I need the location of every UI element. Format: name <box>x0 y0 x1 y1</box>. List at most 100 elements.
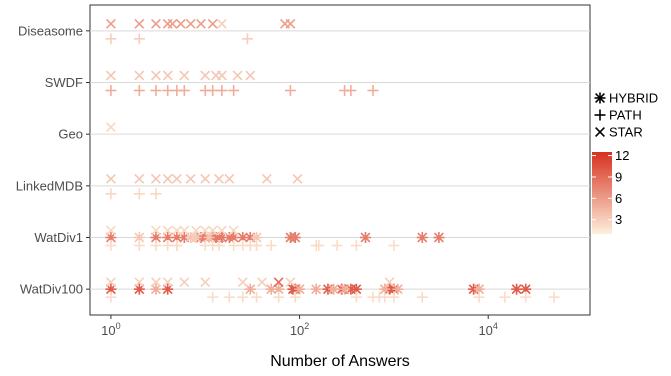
data-point <box>285 18 296 29</box>
data-point <box>105 173 116 184</box>
data-point <box>331 240 343 251</box>
data-point <box>328 283 340 295</box>
x-tick-label: 102 <box>290 321 309 338</box>
y-tick-label: LinkedMDB <box>16 178 83 193</box>
data-point <box>105 85 117 96</box>
data-point <box>548 291 560 303</box>
data-point <box>105 277 116 288</box>
data-point <box>241 33 253 45</box>
data-point <box>473 291 485 303</box>
data-point <box>416 291 428 303</box>
y-tick-label: WatDiv100 <box>20 282 83 297</box>
data-point <box>162 225 173 236</box>
colorbar-label: 3 <box>615 212 622 227</box>
data-point <box>251 240 263 251</box>
data-point <box>134 277 145 288</box>
data-point <box>294 283 306 295</box>
data-point <box>162 283 174 295</box>
color-legend: 12 9 6 3 <box>592 148 629 234</box>
data-point <box>178 85 190 96</box>
data-point <box>105 122 116 133</box>
data-point <box>433 232 445 243</box>
legend-entry-star: STAR <box>609 125 643 140</box>
data-point <box>105 225 116 236</box>
data-point <box>228 85 240 96</box>
data-point <box>150 277 161 288</box>
legend-entry-path: PATH <box>609 108 642 123</box>
data-point <box>499 291 511 303</box>
data-point <box>216 225 227 236</box>
data-point <box>216 232 228 243</box>
data-point <box>392 283 404 295</box>
data-point <box>416 232 428 243</box>
data-point <box>350 240 362 251</box>
data-point <box>339 283 351 295</box>
data-point <box>171 225 182 236</box>
data-point <box>207 18 218 29</box>
data-point <box>251 232 263 243</box>
data-point <box>150 225 161 236</box>
data-point <box>388 240 400 251</box>
data-point <box>310 283 322 295</box>
data-point <box>261 173 272 184</box>
data-point <box>214 173 224 184</box>
x-axis-title: Number of Answers <box>270 353 410 370</box>
data-point <box>292 173 303 184</box>
data-point <box>594 109 606 121</box>
data-point <box>224 173 235 184</box>
data-point <box>133 85 145 96</box>
colorbar <box>592 152 612 234</box>
data-point <box>313 240 325 251</box>
data-point <box>133 33 145 45</box>
data-point <box>133 240 145 251</box>
data-point <box>105 70 116 81</box>
data-point <box>228 225 239 236</box>
data-point <box>265 240 277 251</box>
data-point <box>284 85 296 96</box>
data-point <box>133 188 145 200</box>
data-point <box>105 188 117 200</box>
data-point <box>213 240 225 251</box>
data-point <box>223 291 235 303</box>
data-point <box>273 277 284 288</box>
data-point <box>162 232 174 243</box>
data-point <box>207 225 218 236</box>
data-point <box>289 291 301 303</box>
data-point <box>190 232 202 243</box>
data-point <box>105 33 117 45</box>
data-point <box>105 291 117 303</box>
data-point <box>171 240 183 251</box>
y-tick-label: Geo <box>58 127 83 142</box>
data-point <box>150 188 162 200</box>
x-tick-label: 104 <box>478 321 497 338</box>
data-point <box>245 70 256 81</box>
y-axis: Diseasome SWDF Geo LinkedMDB WatDiv1 WatDiv10… <box>16 23 90 297</box>
colorbar-label: 6 <box>615 191 622 206</box>
data-point <box>216 18 227 29</box>
data-point <box>150 70 161 81</box>
colorbar-label: 9 <box>615 169 622 184</box>
data-point <box>167 18 178 29</box>
data-point <box>367 85 379 96</box>
data-point <box>179 225 190 236</box>
data-point <box>179 70 190 81</box>
data-point <box>162 277 173 288</box>
data-point <box>171 173 182 184</box>
plot-panel <box>89 4 591 316</box>
data-point <box>200 277 211 288</box>
data-point <box>185 173 196 184</box>
data-point <box>520 291 532 303</box>
data-point <box>150 283 162 295</box>
data-point <box>273 291 285 303</box>
data-point <box>134 173 145 184</box>
y-tick-label: SWDF <box>45 75 83 90</box>
colorbar-label: 12 <box>615 148 629 163</box>
data-point <box>350 291 362 303</box>
legend-entry-hybrid: HYBRID <box>609 91 658 106</box>
data-point <box>162 70 173 81</box>
data-point <box>175 18 186 29</box>
y-tick-label: WatDiv1 <box>34 230 83 245</box>
data-point <box>379 283 391 295</box>
data-point <box>345 85 357 96</box>
